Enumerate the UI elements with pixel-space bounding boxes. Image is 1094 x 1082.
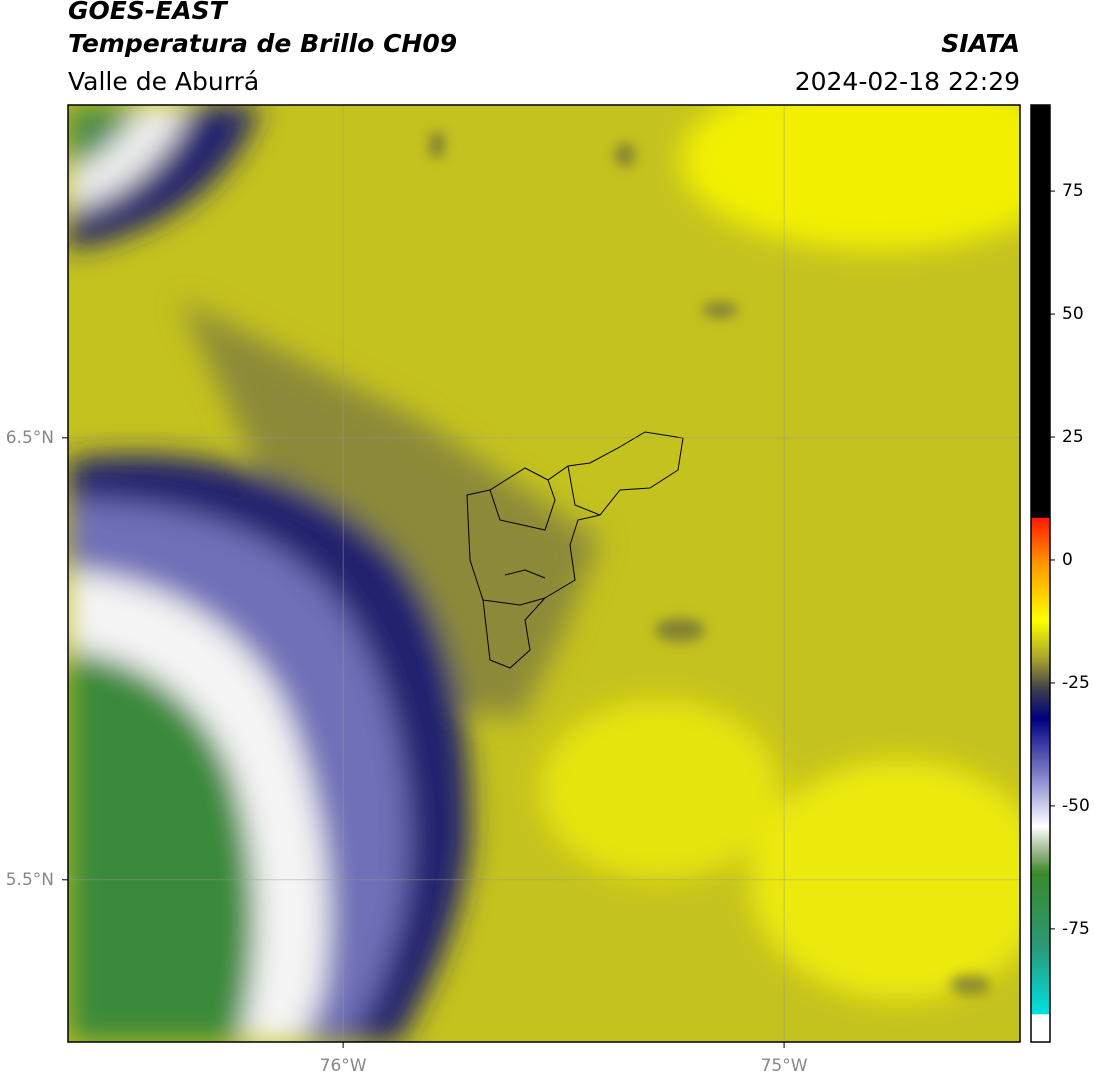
source: SIATA (941, 29, 1020, 58)
colorbar-ticks: 75 50 25 0 -25 -50 -75 (1050, 181, 1090, 939)
region: Valle de Aburrá (68, 67, 259, 96)
lat-tick-label: 6.5°N (6, 428, 54, 448)
lon-tick-label: 76°W (320, 1056, 367, 1076)
title: GOES-EAST (68, 0, 229, 25)
colorbar-tick-label: 0 (1062, 550, 1073, 570)
colorbar-tick-label: 50 (1062, 304, 1084, 324)
colorbar-tick-label: -50 (1062, 796, 1090, 816)
colorbar-tick-label: 25 (1062, 427, 1084, 447)
map-frame (67, 104, 1021, 1043)
map-image (68, 105, 1020, 1042)
colorbar (1030, 104, 1051, 1043)
colorbar-tick-label: -75 (1062, 919, 1090, 939)
datetime: 2024-02-18 22:29 (795, 67, 1020, 96)
colorbar-tick-label: -25 (1062, 673, 1090, 693)
lat-tick-label: 5.5°N (6, 870, 54, 890)
subtitle: Temperatura de Brillo CH09 (68, 29, 457, 58)
lon-tick-label: 75°W (761, 1056, 808, 1076)
colorbar-tick-label: 75 (1062, 181, 1084, 201)
map-grid: 76°W 75°W 6.5°N 5.5°N (6, 105, 1020, 1076)
